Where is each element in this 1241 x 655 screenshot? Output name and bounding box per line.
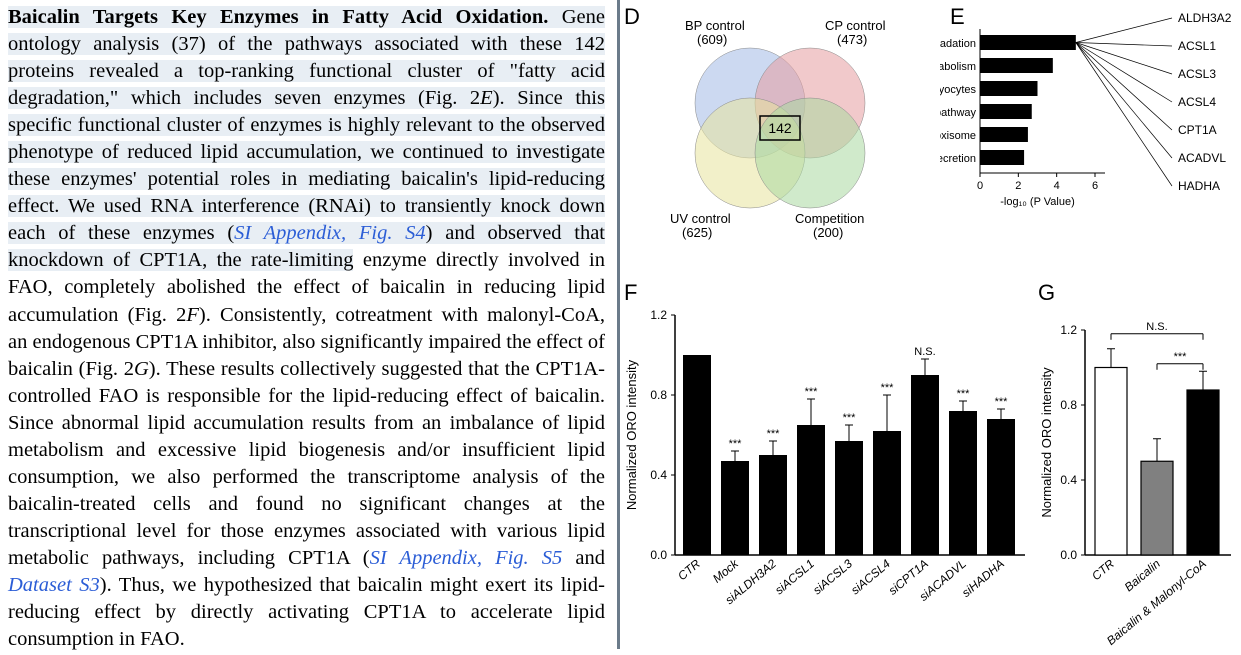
svg-text:Fatty acid metabolism: Fatty acid metabolism xyxy=(940,61,976,73)
svg-text:siHADHA: siHADHA xyxy=(959,557,1007,600)
svg-text:1.2: 1.2 xyxy=(650,308,667,322)
svg-text:siACSL3: siACSL3 xyxy=(810,556,855,597)
svg-text:UV control: UV control xyxy=(670,211,731,226)
sirna-bar-chart: 0.0 0.4 0.8 1.2 Normalized ORO intensity CTR *… xyxy=(620,285,1040,655)
svg-text:142: 142 xyxy=(768,120,792,136)
si-link-2[interactable]: SI Appendix, Fig. S5 xyxy=(370,547,563,569)
panel-label-D: D xyxy=(624,4,640,30)
svg-text:1.2: 1.2 xyxy=(1060,323,1077,337)
svg-text:N.S.: N.S. xyxy=(1146,321,1167,333)
svg-text:(625): (625) xyxy=(682,225,712,240)
malonyl-bar-chart: 0.0 0.4 0.8 1.2 Normalized ORO intensity CTRB… xyxy=(1035,285,1240,655)
paragraph-1: Baicalin Targets Key Enzymes in Fatty Ac… xyxy=(8,4,605,653)
si-link-1[interactable]: SI Appendix, Fig. S4 xyxy=(234,222,426,244)
svg-text:0: 0 xyxy=(977,180,983,192)
svg-text:-log₁₀ (P Value): -log₁₀ (P Value) xyxy=(1000,196,1075,208)
svg-text:HADHA: HADHA xyxy=(1178,179,1220,193)
dataset-link[interactable]: Dataset S3 xyxy=(8,574,100,596)
svg-text:cGMP-PKG signaling pathway: cGMP-PKG signaling pathway xyxy=(940,107,976,119)
pathway-bar-chart: 0 2 4 6 -log₁₀ (P Value) Fatty acid degradati… xyxy=(940,0,1240,260)
svg-text:Mock: Mock xyxy=(710,556,742,586)
svg-text:0.4: 0.4 xyxy=(650,468,667,482)
svg-text:BP control: BP control xyxy=(685,18,745,33)
figure-column: D E F G 142BP control(609)CP control(473… xyxy=(620,0,1241,649)
svg-text:***: *** xyxy=(957,388,971,400)
svg-text:CTR: CTR xyxy=(1089,556,1117,583)
svg-text:***: *** xyxy=(881,382,895,394)
svg-text:***: *** xyxy=(767,428,781,440)
svg-text:(609): (609) xyxy=(697,32,727,47)
svg-text:0.8: 0.8 xyxy=(650,388,667,402)
svg-text:N.S.: N.S. xyxy=(914,346,935,358)
svg-text:Adrenergic signaling in cardio: Adrenergic signaling in cardiomyocytes xyxy=(940,84,976,96)
svg-text:CP control: CP control xyxy=(825,18,886,33)
svg-text:siACSL4: siACSL4 xyxy=(848,556,893,597)
svg-text:ACSL4: ACSL4 xyxy=(1178,95,1216,109)
svg-text:0.0: 0.0 xyxy=(1060,548,1077,562)
svg-text:***: *** xyxy=(805,386,819,398)
svg-text:0.4: 0.4 xyxy=(1060,473,1077,487)
svg-text:(200): (200) xyxy=(813,225,843,240)
svg-text:CPT1A: CPT1A xyxy=(1178,123,1217,137)
svg-text:***: *** xyxy=(729,438,743,450)
svg-text:2: 2 xyxy=(1015,180,1021,192)
svg-text:Fatty acid degradation: Fatty acid degradation xyxy=(940,38,976,50)
venn-diagram: 142 BP control(609) CP control(473) UV cont… xyxy=(640,8,930,268)
svg-text:(473): (473) xyxy=(837,32,867,47)
svg-text:Salivary secretion: Salivary secretion xyxy=(940,153,976,165)
article-text-column: Baicalin Targets Key Enzymes in Fatty Ac… xyxy=(0,0,620,649)
svg-text:ACADVL: ACADVL xyxy=(1178,151,1226,165)
svg-text:***: *** xyxy=(1174,351,1188,363)
svg-text:6: 6 xyxy=(1092,180,1098,192)
svg-text:siACSL1: siACSL1 xyxy=(772,557,817,598)
svg-text:ALDH3A2: ALDH3A2 xyxy=(1178,11,1232,25)
section-title: Baicalin Targets Key Enzymes in Fatty Ac… xyxy=(8,6,548,28)
svg-text:0.8: 0.8 xyxy=(1060,398,1077,412)
svg-text:ACSL1: ACSL1 xyxy=(1178,39,1216,53)
svg-text:4: 4 xyxy=(1054,180,1060,192)
svg-text:Competition: Competition xyxy=(795,211,864,226)
svg-text:Normalized ORO intensity: Normalized ORO intensity xyxy=(1039,367,1054,518)
svg-text:Peroxisome: Peroxisome xyxy=(940,130,976,142)
svg-text:***: *** xyxy=(843,412,857,424)
svg-text:Normalized ORO intensity: Normalized ORO intensity xyxy=(624,359,639,510)
svg-text:ACSL3: ACSL3 xyxy=(1178,67,1216,81)
svg-text:***: *** xyxy=(995,396,1009,408)
svg-text:0.0: 0.0 xyxy=(650,548,667,562)
svg-text:CTR: CTR xyxy=(675,556,703,583)
svg-text:Baicalin: Baicalin xyxy=(1122,556,1163,594)
